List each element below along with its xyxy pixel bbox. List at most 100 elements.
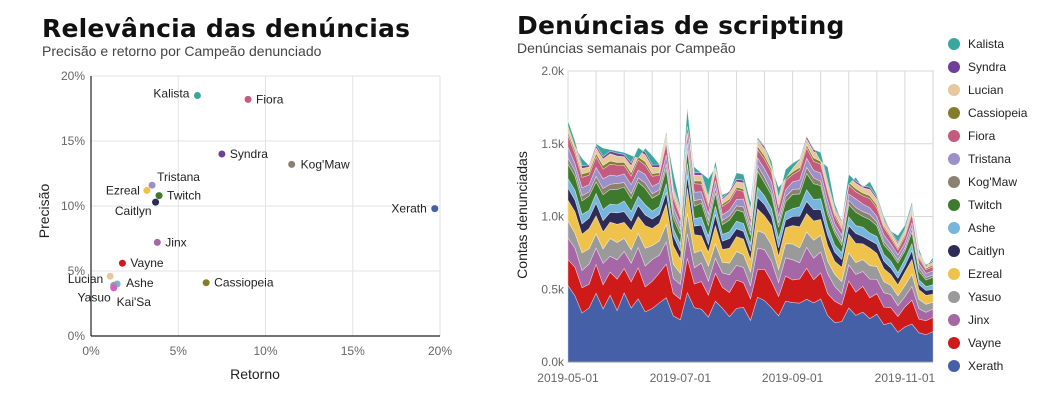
legend-swatch [948,60,960,73]
scatter-label-caitlyn: Caitlyn [115,204,152,218]
legend-swatch [948,290,960,303]
legend-swatch [948,175,960,188]
legend-swatch [948,221,960,234]
scatter-point-caitlyn [152,198,160,206]
legend-label: Fiora [968,128,996,143]
legend-label: Caitlyn [968,243,1005,258]
area-chart-panel: Denúncias de scripting Denúncias semanai… [505,0,1050,400]
scatter-x-tick-label: 0% [82,344,100,358]
legend-item-jinx: Jinx [948,308,1027,331]
scatter-point-tristana [148,181,156,189]
scatter-chart-subtitle: Precisão e retorno por Campeão denunciad… [42,43,322,59]
area-x-tick-label: 2019-11-01 [875,371,936,385]
scatter-x-tick-label: 5% [170,344,188,358]
legend-label: Vayne [968,335,1002,350]
legend-label: Ashe [968,220,996,235]
legend-label: Twitch [968,197,1003,212]
scatter-tick-labels: 0% 5% 10% 15% 20% 0% 5% 10% 15% 20% [61,69,452,358]
area-y-tick-label: 0.5k [541,282,565,296]
legend-swatch [948,106,960,119]
scatter-x-axis-label: Retorno [230,366,280,382]
area-layer-kalista [567,108,934,269]
area-y-tick-label: 2.0k [541,64,565,78]
scatter-point-ezreal [143,186,151,194]
scatter-x-tick-label: 20% [428,344,452,358]
scatter-label-xerath: Xerath [391,202,426,216]
scatter-y-axis-label: Precisão [36,184,52,239]
scatter-chart-panel: Relevância das denúncias Precisão e reto… [0,0,480,400]
legend-swatch [948,83,960,96]
legend-swatch [948,359,960,372]
legend-item-kalista: Kalista [948,32,1027,55]
scatter-point-fiora [244,95,252,103]
legend-item-syndra: Syndra [948,55,1027,78]
scatter-point-labels: Kalista Fiora Syndra Kog'Maw Tristana Ezreal T… [68,87,427,309]
scatter-label-kai-sa: Kai'Sa [117,295,152,309]
scatter-point-lucian [106,272,114,280]
area-x-tick-label: 2019-09-01 [762,371,824,385]
scatter-point-kai-sa [110,284,118,292]
legend-label: Ezreal [968,266,1003,281]
legend-label: Kog'Maw [968,174,1017,189]
scatter-y-tick-label: 0% [68,329,86,343]
scatter-label-jinx: Jinx [165,235,186,249]
scatter-x-tick-label: 10% [253,344,277,358]
scatter-axes [90,76,440,337]
scatter-label-vayne: Vayne [130,256,163,270]
scatter-point-vayne [118,259,126,267]
legend-swatch [948,198,960,211]
legend-item-ezreal: Ezreal [948,262,1027,285]
area-x-tick-label: 2019-07-01 [650,371,712,385]
legend-label: Lucian [968,82,1004,97]
legend-swatch [948,129,960,142]
area-y-tick-label: 1.5k [541,137,565,151]
legend-item-ashe: Ashe [948,216,1027,239]
legend-swatch [948,313,960,326]
scatter-label-kog-maw: Kog'Maw [301,157,350,171]
legend-label: Syndra [968,59,1007,74]
scatter-y-tick-label: 5% [68,264,86,278]
scatter-points [106,92,439,292]
area-layers [567,108,934,363]
scatter-label-fiora: Fiora [256,92,284,106]
legend-swatch [948,244,960,257]
scatter-point-kalista [193,92,201,99]
scatter-label-twitch: Twitch [167,189,201,203]
scatter-label-tristana: Tristana [157,170,200,184]
legend-item-lucian: Lucian [948,78,1027,101]
scatter-chart: 0% 5% 10% 15% 20% 0% 5% 10% 15% 20% Kalista Fiora S… [36,69,452,382]
legend-label: Yasuo [968,289,1002,304]
scatter-chart-title: Relevância das denúncias [42,14,411,43]
area-chart: 0.0k 0.5k 1.0k 1.5k 2.0k 2019-05-01 2019-07-01… [514,64,935,385]
scatter-label-cassiopeia: Cassiopeia [214,276,274,290]
area-x-tick-label: 2019-05-01 [537,371,599,385]
legend-swatch [948,37,960,50]
legend-label: Jinx [968,312,990,327]
scatter-point-syndra [218,150,226,158]
legend-item-kog-maw: Kog'Maw [948,170,1027,193]
legend-item-vayne: Vayne [948,331,1027,354]
legend-swatch [948,336,960,349]
scatter-y-tick-label: 15% [61,134,85,148]
scatter-point-cassiopeia [202,279,210,287]
legend: Kalista Syndra Lucian Cassiopeia Fiora Trista… [948,32,1027,377]
legend-swatch [948,267,960,280]
scatter-label-syndra: Syndra [230,147,268,161]
scatter-x-tick-label: 15% [341,344,365,358]
legend-swatch [948,152,960,165]
scatter-label-ashe: Ashe [126,276,154,290]
legend-label: Kalista [968,36,1005,51]
scatter-point-kog-maw [288,160,296,168]
area-chart-title: Denúncias de scripting [517,11,845,40]
scatter-y-tick-label: 20% [61,69,85,83]
area-y-tick-label: 1.0k [541,210,565,224]
scatter-label-lucian: Lucian [68,272,103,286]
area-tick-labels: 0.0k 0.5k 1.0k 1.5k 2.0k 2019-05-01 2019-07-01… [537,64,935,385]
legend-label: Cassiopeia [968,105,1028,120]
legend-item-tristana: Tristana [948,147,1027,170]
legend-item-yasuo: Yasuo [948,285,1027,308]
legend-item-fiora: Fiora [948,124,1027,147]
scatter-label-yasuo: Yasuo [78,290,111,304]
scatter-point-xerath [431,205,439,213]
legend-item-twitch: Twitch [948,193,1027,216]
